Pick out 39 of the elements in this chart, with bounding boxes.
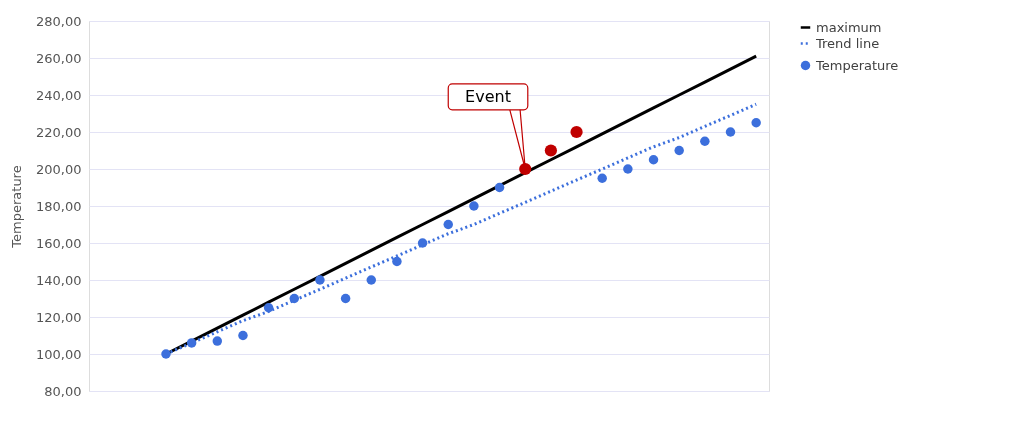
point (161, 349, 171, 359)
point (238, 330, 248, 341)
point (212, 336, 223, 346)
point (340, 293, 351, 304)
y-axis-title: Temperature (9, 165, 25, 249)
point (366, 275, 377, 285)
y-tick-label: 240,00 (36, 87, 82, 103)
point (443, 219, 453, 230)
legend-label: Temperature (815, 57, 899, 73)
y-tick-label: 120,00 (36, 309, 82, 325)
y-tick-label: 80,00 (44, 383, 82, 399)
point (263, 303, 274, 313)
point (674, 145, 684, 156)
point (570, 125, 583, 139)
point (700, 136, 710, 146)
point (417, 238, 428, 248)
point (623, 164, 633, 174)
point (494, 182, 505, 193)
point (186, 338, 197, 348)
y-tick-label: 160,00 (36, 235, 82, 251)
y-tick-label: 260,00 (36, 50, 82, 66)
point (751, 118, 761, 128)
point (544, 144, 558, 157)
y-tick-label: 200,00 (36, 161, 82, 177)
point (725, 127, 736, 137)
y-tick-label: 220,00 (36, 124, 82, 140)
point (315, 275, 325, 285)
legend-label: maximum (816, 19, 882, 35)
point (289, 293, 300, 304)
annotation: Event (465, 86, 511, 106)
y-tick-label: 140,00 (36, 272, 82, 288)
point (648, 155, 659, 165)
y-tick-label: 280,00 (36, 13, 82, 29)
point (597, 173, 607, 183)
y-tick-label: 100,00 (36, 346, 82, 362)
y-tick-label: 180,00 (36, 198, 82, 214)
legend-label: Trend line (815, 35, 880, 51)
point (392, 256, 402, 267)
point (469, 201, 479, 211)
